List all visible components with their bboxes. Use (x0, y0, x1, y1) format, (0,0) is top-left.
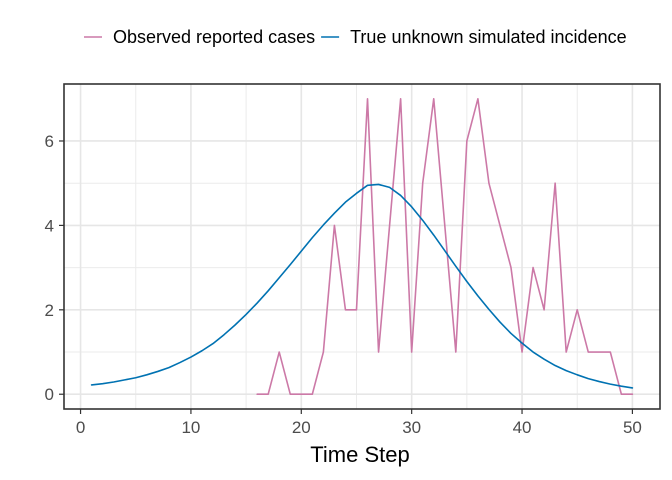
grid-lines (64, 84, 660, 409)
legend: Observed reported cases True unknown simu… (84, 27, 627, 47)
panel-background (64, 84, 660, 409)
legend-label-2: True unknown simulated incidence (350, 27, 627, 47)
x-tick-label: 20 (292, 418, 311, 437)
x-tick-label: 40 (513, 418, 532, 437)
y-tick-label: 6 (45, 132, 54, 151)
x-tick-label: 10 (181, 418, 200, 437)
x-tick-label: 50 (623, 418, 642, 437)
y-tick-label: 2 (45, 301, 54, 320)
series-lines (90, 97, 634, 396)
series-line-1 (256, 97, 634, 396)
x-tick-label: 30 (402, 418, 421, 437)
x-tick-label: 0 (76, 418, 85, 437)
y-tick-label: 0 (45, 385, 54, 404)
legend-label-1: Observed reported cases (113, 27, 315, 47)
panel-border (63, 83, 661, 410)
series-line-2 (90, 183, 634, 389)
x-axis-title: Time Step (310, 442, 409, 467)
axes: 0 10 20 30 40 50 0 2 4 6 (45, 83, 661, 437)
y-tick-label: 4 (45, 216, 54, 235)
plot-panel (64, 84, 660, 409)
